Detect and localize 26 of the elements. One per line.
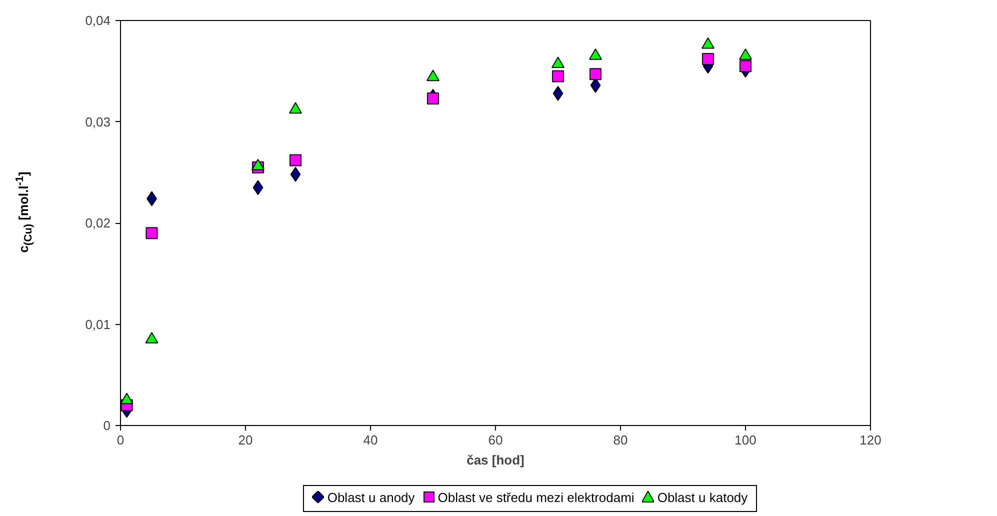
point [427,92,439,104]
point [146,227,158,240]
y-tick-label: 0,03 [85,114,111,130]
point [552,70,564,82]
x-tick-label: 100 [734,432,756,448]
x-tick-label: 40 [363,432,378,448]
point [252,180,264,196]
point [290,166,301,182]
y-tick-label: 0 [103,418,111,433]
legend-label: Oblast u katody [656,490,748,505]
x-tick-label: 20 [238,432,253,448]
point [290,154,302,166]
legend-label: Oblast ve středu mezi elektrodami [436,490,634,505]
point [552,86,564,101]
y-tick-label: 0,01 [85,316,111,332]
point [590,68,602,80]
x-tick-label: 60 [488,432,503,448]
legend-label: Oblast u anody [326,490,415,505]
point [740,60,752,72]
y-tick-label: 0,02 [85,216,111,230]
x-tick-label: 80 [613,432,628,448]
y-tick-label: 0,04 [85,13,111,28]
x-tick-label: 120 [860,432,882,448]
x-axis-title: čas [hod] [466,452,524,468]
x-tick-label: 0 [116,432,124,448]
point [702,52,714,65]
